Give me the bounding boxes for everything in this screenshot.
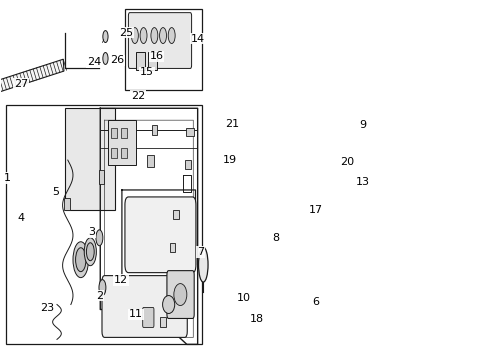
Text: 13: 13 [355, 177, 369, 187]
Bar [169, 243, 174, 252]
Circle shape [86, 243, 94, 261]
FancyBboxPatch shape [142, 307, 154, 328]
Text: 6: 6 [312, 297, 319, 306]
Text: 19: 19 [223, 155, 237, 165]
Bar [64, 108, 114, 210]
Text: 7: 7 [197, 247, 204, 257]
Text: 3: 3 [88, 227, 95, 237]
Circle shape [96, 230, 102, 246]
Bar [121, 128, 127, 138]
Text: 15: 15 [140, 67, 154, 77]
Bar [6, 105, 202, 345]
Circle shape [76, 248, 86, 272]
Text: 8: 8 [271, 233, 279, 243]
Text: 9: 9 [358, 120, 366, 130]
Text: 18: 18 [249, 314, 264, 324]
Ellipse shape [198, 247, 207, 282]
Ellipse shape [174, 284, 186, 306]
Circle shape [151, 28, 158, 44]
Bar [108, 120, 136, 165]
Bar [185, 128, 193, 136]
Circle shape [140, 28, 147, 44]
Text: 22: 22 [131, 91, 145, 101]
Bar [173, 210, 179, 219]
Bar [160, 318, 166, 328]
Bar [147, 53, 157, 71]
Bar [184, 160, 190, 169]
Text: 17: 17 [308, 205, 322, 215]
Circle shape [99, 280, 106, 296]
Text: 2: 2 [96, 291, 103, 301]
Bar [0, 59, 64, 91]
Text: 26: 26 [109, 55, 123, 66]
Text: 16: 16 [149, 51, 163, 62]
FancyBboxPatch shape [102, 276, 187, 337]
Text: 11: 11 [128, 310, 142, 319]
FancyBboxPatch shape [166, 271, 194, 319]
Circle shape [73, 242, 88, 278]
Bar [125, 9, 202, 90]
Text: 1: 1 [4, 173, 11, 183]
Text: 14: 14 [190, 33, 204, 44]
FancyBboxPatch shape [128, 13, 191, 68]
Bar [64, 198, 70, 210]
Text: 20: 20 [339, 157, 353, 167]
Bar [111, 148, 117, 158]
Circle shape [102, 31, 108, 42]
Text: 25: 25 [119, 28, 133, 37]
Text: 27: 27 [14, 79, 28, 89]
Circle shape [159, 28, 166, 44]
Text: 5: 5 [53, 187, 60, 197]
Text: 24: 24 [86, 58, 101, 67]
Circle shape [131, 28, 138, 44]
Circle shape [102, 53, 108, 64]
Text: 12: 12 [114, 275, 128, 285]
Ellipse shape [163, 296, 174, 314]
Text: 10: 10 [237, 293, 250, 302]
Text: 21: 21 [224, 119, 239, 129]
FancyBboxPatch shape [124, 197, 196, 273]
Text: 23: 23 [41, 302, 54, 312]
Text: 4: 4 [18, 213, 25, 223]
Circle shape [168, 28, 175, 44]
Circle shape [84, 238, 96, 266]
Bar [121, 148, 127, 158]
Bar [99, 170, 103, 184]
Bar [136, 53, 145, 71]
Bar [147, 155, 154, 167]
Bar [152, 125, 157, 135]
Bar [111, 128, 117, 138]
